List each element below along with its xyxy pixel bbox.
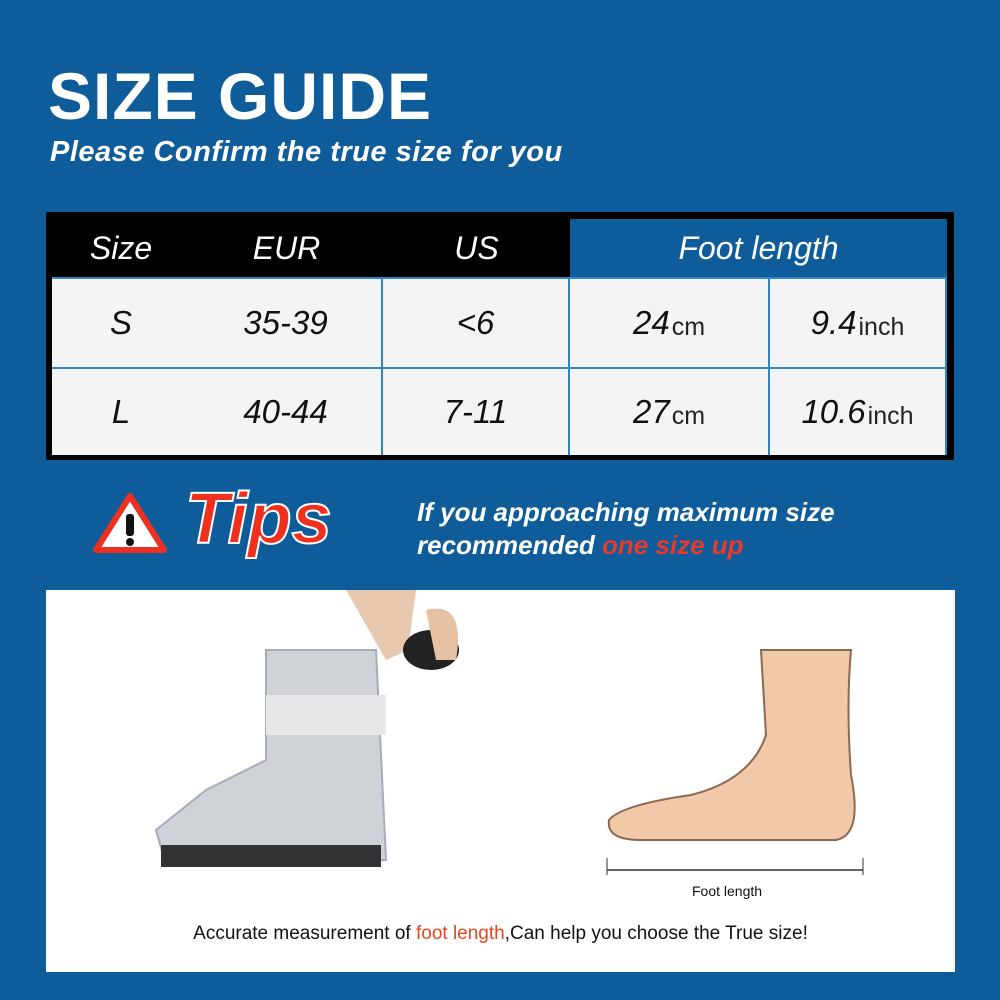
illustration-panel: Foot length Accurate measurement of foot… — [46, 590, 955, 972]
inch-value: 10.6 — [801, 393, 866, 430]
cell-eur: 35-39 — [190, 277, 383, 367]
foot-diagram-icon — [606, 649, 864, 875]
tips-highlight: one size up — [601, 530, 744, 560]
cell-eur: 40-44 — [190, 367, 383, 455]
tips-line2-prefix: recommended — [417, 530, 602, 560]
cell-inch: 10.6 inch — [770, 367, 947, 455]
tips-line1: If you approaching maximum size — [417, 497, 835, 527]
tips-label: Tips — [184, 478, 333, 560]
header-size: Size — [52, 219, 190, 277]
cell-size: S — [52, 277, 190, 367]
walking-boot-image — [154, 590, 459, 867]
caption-prefix: Accurate measurement of — [193, 923, 416, 944]
tips-line2: recommended one size up — [417, 529, 835, 562]
caption-highlight: foot length — [415, 923, 505, 944]
cell-size: L — [52, 367, 190, 455]
header-us: US — [383, 219, 570, 277]
cm-value: 24 — [632, 304, 670, 341]
cell-cm: 27 cm — [570, 367, 770, 455]
page-subtitle: Please Confirm the true size for you — [50, 136, 563, 168]
cell-inch: 9.4 inch — [770, 277, 947, 367]
foot-length-label: Foot length — [692, 883, 763, 899]
cm-unit: cm — [671, 312, 706, 341]
cell-cm: 24 cm — [570, 277, 770, 367]
cm-unit: cm — [671, 401, 706, 430]
inch-value: 9.4 — [810, 304, 857, 341]
inch-unit: inch — [867, 401, 914, 430]
caption: Accurate measurement of foot length,Can … — [46, 923, 955, 945]
size-table: Size EUR US Foot length S 35-39 <6 24 cm … — [46, 212, 954, 460]
cell-us: 7-11 — [383, 367, 570, 455]
caption-suffix: ,Can help you choose the True size! — [504, 923, 808, 944]
cell-us: <6 — [383, 277, 570, 367]
tips-text: If you approaching maximum size recommen… — [417, 496, 835, 562]
page-title: SIZE GUIDE — [48, 59, 433, 133]
header-foot-length: Foot length — [570, 219, 947, 277]
inch-unit: inch — [858, 312, 905, 341]
header-eur: EUR — [190, 219, 383, 277]
warning-triangle-icon — [93, 493, 167, 553]
cm-value: 27 — [632, 393, 670, 430]
